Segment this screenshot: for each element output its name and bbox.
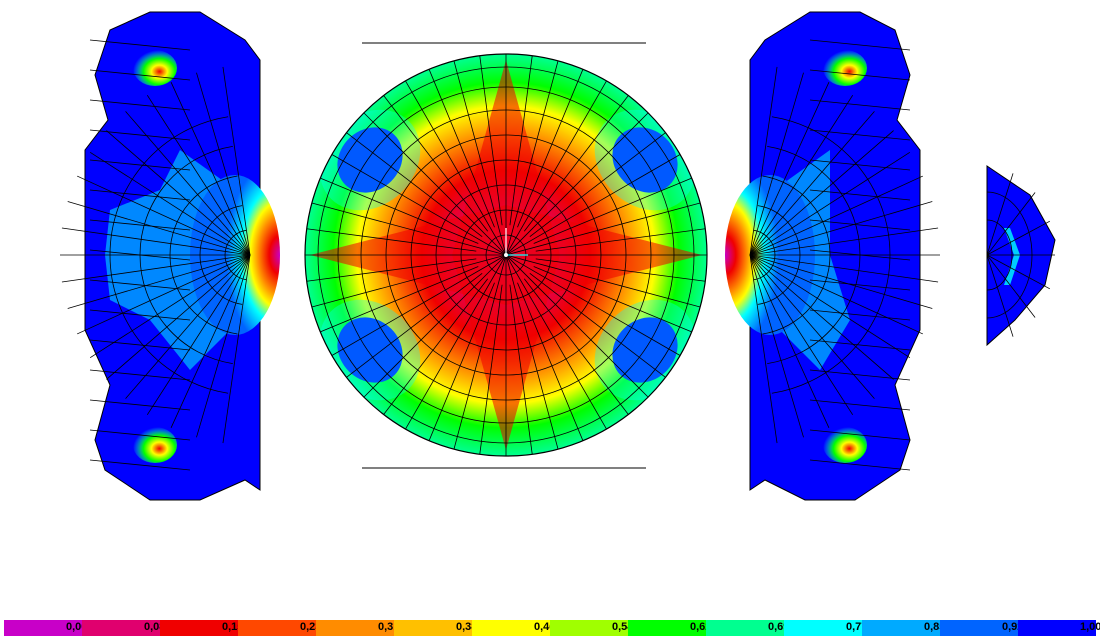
legend-segment: 0,00 <box>4 620 87 636</box>
legend-segment: 0,08 <box>82 620 165 636</box>
legend-label: 1,00 <box>1080 621 1100 633</box>
legend-segment: 0,38 <box>394 620 477 636</box>
legend-segment: 0,31 <box>316 620 399 636</box>
legend-segment: 0,46 <box>472 620 555 636</box>
legend-segment: 0,77 <box>784 620 867 636</box>
legend-segment: 1,00 <box>1018 620 1100 636</box>
right-side-view <box>725 11 940 501</box>
axis-triad-icon <box>504 228 528 257</box>
legend-segment: 0,15 <box>160 620 243 636</box>
legend-segment: 0,62 <box>628 620 711 636</box>
legend-segment: 0,92 <box>940 620 1023 636</box>
model-viewport[interactable] <box>0 0 1100 615</box>
legend-segment: 0,23 <box>238 620 321 636</box>
legend-segment: 0,85 <box>862 620 945 636</box>
legend-segment: 0,54 <box>550 620 633 636</box>
end-cap-view <box>986 165 1056 347</box>
legend-segment: 0,69 <box>706 620 789 636</box>
top-disc-view <box>304 53 708 457</box>
color-scale-legend: 0,00 0,08 0,15 0,23 0,31 0,38 0,46 0,54 0,62 0,69… <box>4 620 1100 636</box>
left-side-view <box>60 11 280 501</box>
